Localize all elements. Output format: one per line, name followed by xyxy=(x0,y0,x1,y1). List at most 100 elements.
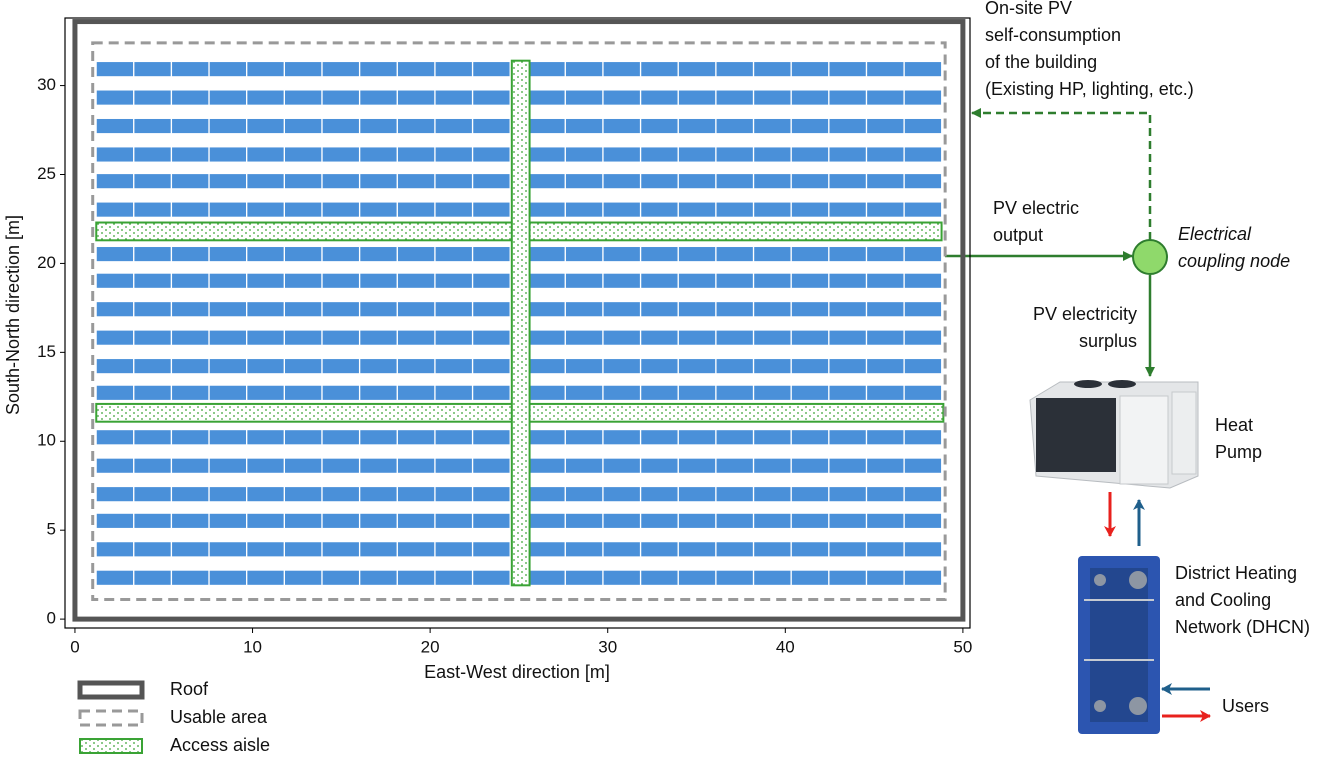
pv-panel xyxy=(95,272,135,289)
pv-panel xyxy=(564,173,604,190)
pv-panel xyxy=(171,201,210,218)
pv-panel xyxy=(133,246,172,263)
pv-panel xyxy=(284,358,323,375)
pv-panel xyxy=(753,201,792,218)
pv-panel xyxy=(677,201,717,218)
pv-panel xyxy=(359,146,398,163)
pv-panel xyxy=(284,117,323,135)
pv-panel xyxy=(527,457,566,474)
pv-panel xyxy=(321,457,360,474)
pv-panel xyxy=(677,272,717,289)
pv-panel xyxy=(866,486,905,503)
pv-panel xyxy=(208,272,247,289)
pv-panel xyxy=(828,301,867,318)
pv-panel xyxy=(715,569,754,586)
pv-panel xyxy=(715,512,754,529)
pv-panel xyxy=(677,384,717,401)
pv-panel xyxy=(828,61,867,78)
pv-panel xyxy=(715,457,754,474)
pv-panel xyxy=(396,457,436,474)
pv-panel xyxy=(208,358,247,375)
pv-panel xyxy=(527,246,566,263)
coupling-node-label: coupling node xyxy=(1178,251,1290,271)
pv-panel xyxy=(359,173,398,190)
pv-panel xyxy=(715,146,754,163)
pv-panel xyxy=(602,117,641,135)
pv-panel xyxy=(602,301,641,318)
pv-panel xyxy=(434,569,473,586)
pv-panel xyxy=(133,89,172,106)
pv-panel xyxy=(790,301,830,318)
pv-panel xyxy=(284,146,323,163)
pv-panel xyxy=(359,384,398,401)
pv-panel xyxy=(715,117,754,135)
pv-panel xyxy=(903,384,943,401)
pv-panel xyxy=(602,89,641,106)
pv-panel xyxy=(171,89,210,106)
pv-panel xyxy=(284,329,323,346)
pv-panel xyxy=(133,61,172,78)
pv-panel xyxy=(790,486,830,503)
pv-panel xyxy=(246,358,285,375)
pv-panel xyxy=(640,541,679,558)
heat-pump-label: Pump xyxy=(1215,442,1262,462)
pv-panel xyxy=(246,569,285,586)
surplus-label: PV electricity xyxy=(1033,304,1137,324)
pv-panel xyxy=(95,89,135,106)
pv-panel xyxy=(903,89,943,106)
legend-swatch xyxy=(77,680,145,700)
pv-panel xyxy=(246,486,285,503)
pv-panel xyxy=(602,146,641,163)
pv-panel xyxy=(171,301,210,318)
pv-panel xyxy=(396,569,436,586)
pv-panel xyxy=(753,301,792,318)
pv-panel xyxy=(396,301,436,318)
pv-panel xyxy=(828,358,867,375)
pv-panel xyxy=(640,512,679,529)
pv-panel xyxy=(171,384,210,401)
coupling-node-label: Electrical xyxy=(1178,224,1252,244)
pv-panel xyxy=(564,201,604,218)
coupling-node xyxy=(1132,239,1168,275)
pv-panel xyxy=(828,201,867,218)
pv-panel xyxy=(640,272,679,289)
surplus-label: surplus xyxy=(1079,331,1137,351)
pv-panel xyxy=(95,457,135,474)
pv-panel xyxy=(564,272,604,289)
pv-panel xyxy=(602,358,641,375)
pv-panel xyxy=(866,246,905,263)
pv-panel xyxy=(640,569,679,586)
pv-panel xyxy=(677,358,717,375)
self-consumption-arrow xyxy=(971,108,1152,240)
pv-panel xyxy=(133,486,172,503)
pv-panel xyxy=(133,541,172,558)
pv-panel xyxy=(753,173,792,190)
pv-panel xyxy=(472,384,511,401)
pv-panel xyxy=(866,329,905,346)
pv-panel xyxy=(396,429,436,446)
pv-panel xyxy=(527,358,566,375)
dhcn-label: Network (DHCN) xyxy=(1175,617,1310,637)
pv-panel xyxy=(95,569,135,586)
pv-panel xyxy=(527,569,566,586)
pv-panel xyxy=(133,569,172,586)
pv-panel xyxy=(828,329,867,346)
x-axis-label: East-West direction [m] xyxy=(424,662,610,682)
pv-panel xyxy=(715,486,754,503)
pv-panel xyxy=(284,457,323,474)
pv-panel xyxy=(527,541,566,558)
pv-panel xyxy=(677,173,717,190)
pv-panel xyxy=(396,146,436,163)
pv-panel xyxy=(866,146,905,163)
pv-panel xyxy=(434,429,473,446)
self-consumption-label: self-consumption xyxy=(985,25,1121,45)
pv-panel xyxy=(602,246,641,263)
pv-panel xyxy=(434,512,473,529)
pv-panel xyxy=(284,541,323,558)
pv-panel xyxy=(95,358,135,375)
pv-panel xyxy=(564,61,604,78)
pv-panel xyxy=(171,486,210,503)
pv-panel xyxy=(640,329,679,346)
pv-panel xyxy=(246,173,285,190)
